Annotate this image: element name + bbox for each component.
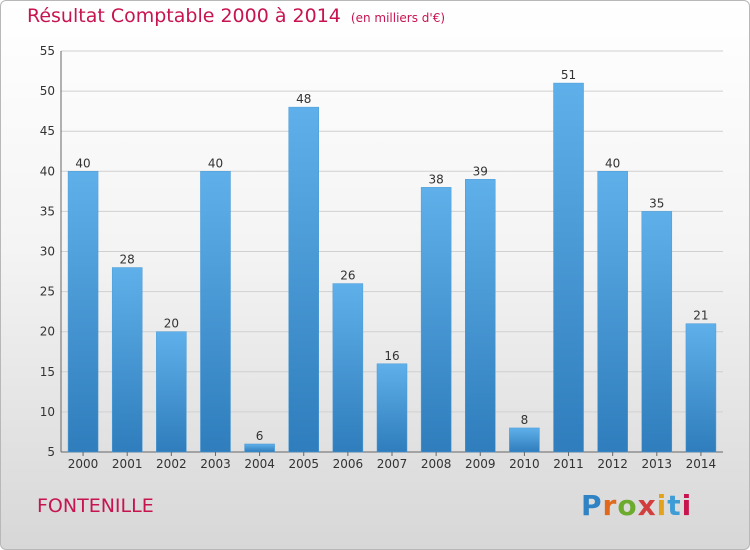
x-tick-label: 2011: [553, 457, 584, 471]
data-label-2013: 35: [649, 196, 664, 210]
bar-2008: [420, 187, 452, 453]
x-tick-label: 2014: [686, 457, 717, 471]
data-label-2006: 26: [340, 269, 355, 283]
data-label-2010: 8: [521, 413, 529, 427]
data-label-2004: 6: [256, 429, 264, 443]
y-tick-label: 45: [40, 124, 55, 138]
data-label-2011: 51: [561, 68, 576, 82]
logo-letter: x: [637, 489, 657, 522]
y-tick-label: 15: [40, 365, 55, 379]
logo-letter: t: [667, 489, 682, 522]
x-tick-label: 2012: [597, 457, 628, 471]
bar-2004: [244, 443, 275, 453]
bar-2012: [597, 171, 628, 453]
data-label-2014: 21: [693, 309, 708, 323]
bar-2002: [156, 331, 187, 453]
bar-2005: [288, 106, 319, 453]
bar-2006: [332, 283, 364, 453]
chart-title-block: Résultat Comptable 2000 à 2014 (en millie…: [27, 5, 445, 27]
chart-unit: (en milliers d'€): [350, 11, 446, 25]
x-tick-label: 2013: [642, 457, 673, 471]
logo-letter: r: [602, 489, 618, 522]
bar-2014: [685, 323, 717, 453]
bar-2000: [67, 171, 99, 453]
x-tick-label: 2004: [244, 457, 275, 471]
y-tick-label: 5: [47, 445, 55, 459]
y-tick-label: 10: [40, 405, 55, 419]
x-tick-label: 2008: [421, 457, 452, 471]
data-label-2001: 28: [120, 253, 135, 267]
bar-2013: [641, 211, 673, 453]
y-tick-label: 40: [40, 164, 55, 178]
x-tick-label: 2007: [377, 457, 408, 471]
x-tick-label: 2002: [156, 457, 187, 471]
data-label-2012: 40: [605, 156, 620, 170]
y-tick-label: 20: [40, 325, 55, 339]
x-tick-label: 2009: [465, 457, 496, 471]
x-tick-label: 2006: [333, 457, 364, 471]
data-label-2000: 40: [75, 156, 90, 170]
x-tick-label: 2005: [288, 457, 319, 471]
bar-2001: [111, 267, 143, 453]
data-label-2007: 16: [384, 349, 399, 363]
bar-2009: [465, 179, 496, 453]
logo-letter: i: [681, 489, 693, 522]
x-tick-label: 2001: [112, 457, 143, 471]
proxiti-logo: Proxiti: [581, 489, 692, 522]
data-label-2003: 40: [208, 156, 223, 170]
bar-2011: [553, 82, 584, 453]
data-label-2002: 20: [164, 317, 179, 331]
bar-2007: [376, 363, 408, 453]
x-tick-label: 2000: [68, 457, 99, 471]
bar-2003: [200, 171, 231, 453]
commune-name: FONTENILLE: [37, 495, 154, 517]
x-tick-label: 2003: [200, 457, 231, 471]
logo-letter: P: [581, 489, 603, 522]
y-tick-label: 55: [40, 44, 55, 58]
logo-letter: i: [656, 489, 668, 522]
data-label-2005: 48: [296, 92, 311, 106]
y-tick-label: 25: [40, 285, 55, 299]
chart-title: Résultat Comptable 2000 à 2014: [27, 5, 341, 27]
bar-2010: [509, 427, 540, 453]
data-label-2009: 39: [473, 164, 488, 178]
logo-letter: o: [617, 489, 638, 522]
data-label-2008: 38: [428, 172, 443, 186]
y-tick-label: 35: [40, 204, 55, 218]
y-tick-label: 30: [40, 245, 55, 259]
x-tick-label: 2010: [509, 457, 540, 471]
y-tick-label: 50: [40, 84, 55, 98]
